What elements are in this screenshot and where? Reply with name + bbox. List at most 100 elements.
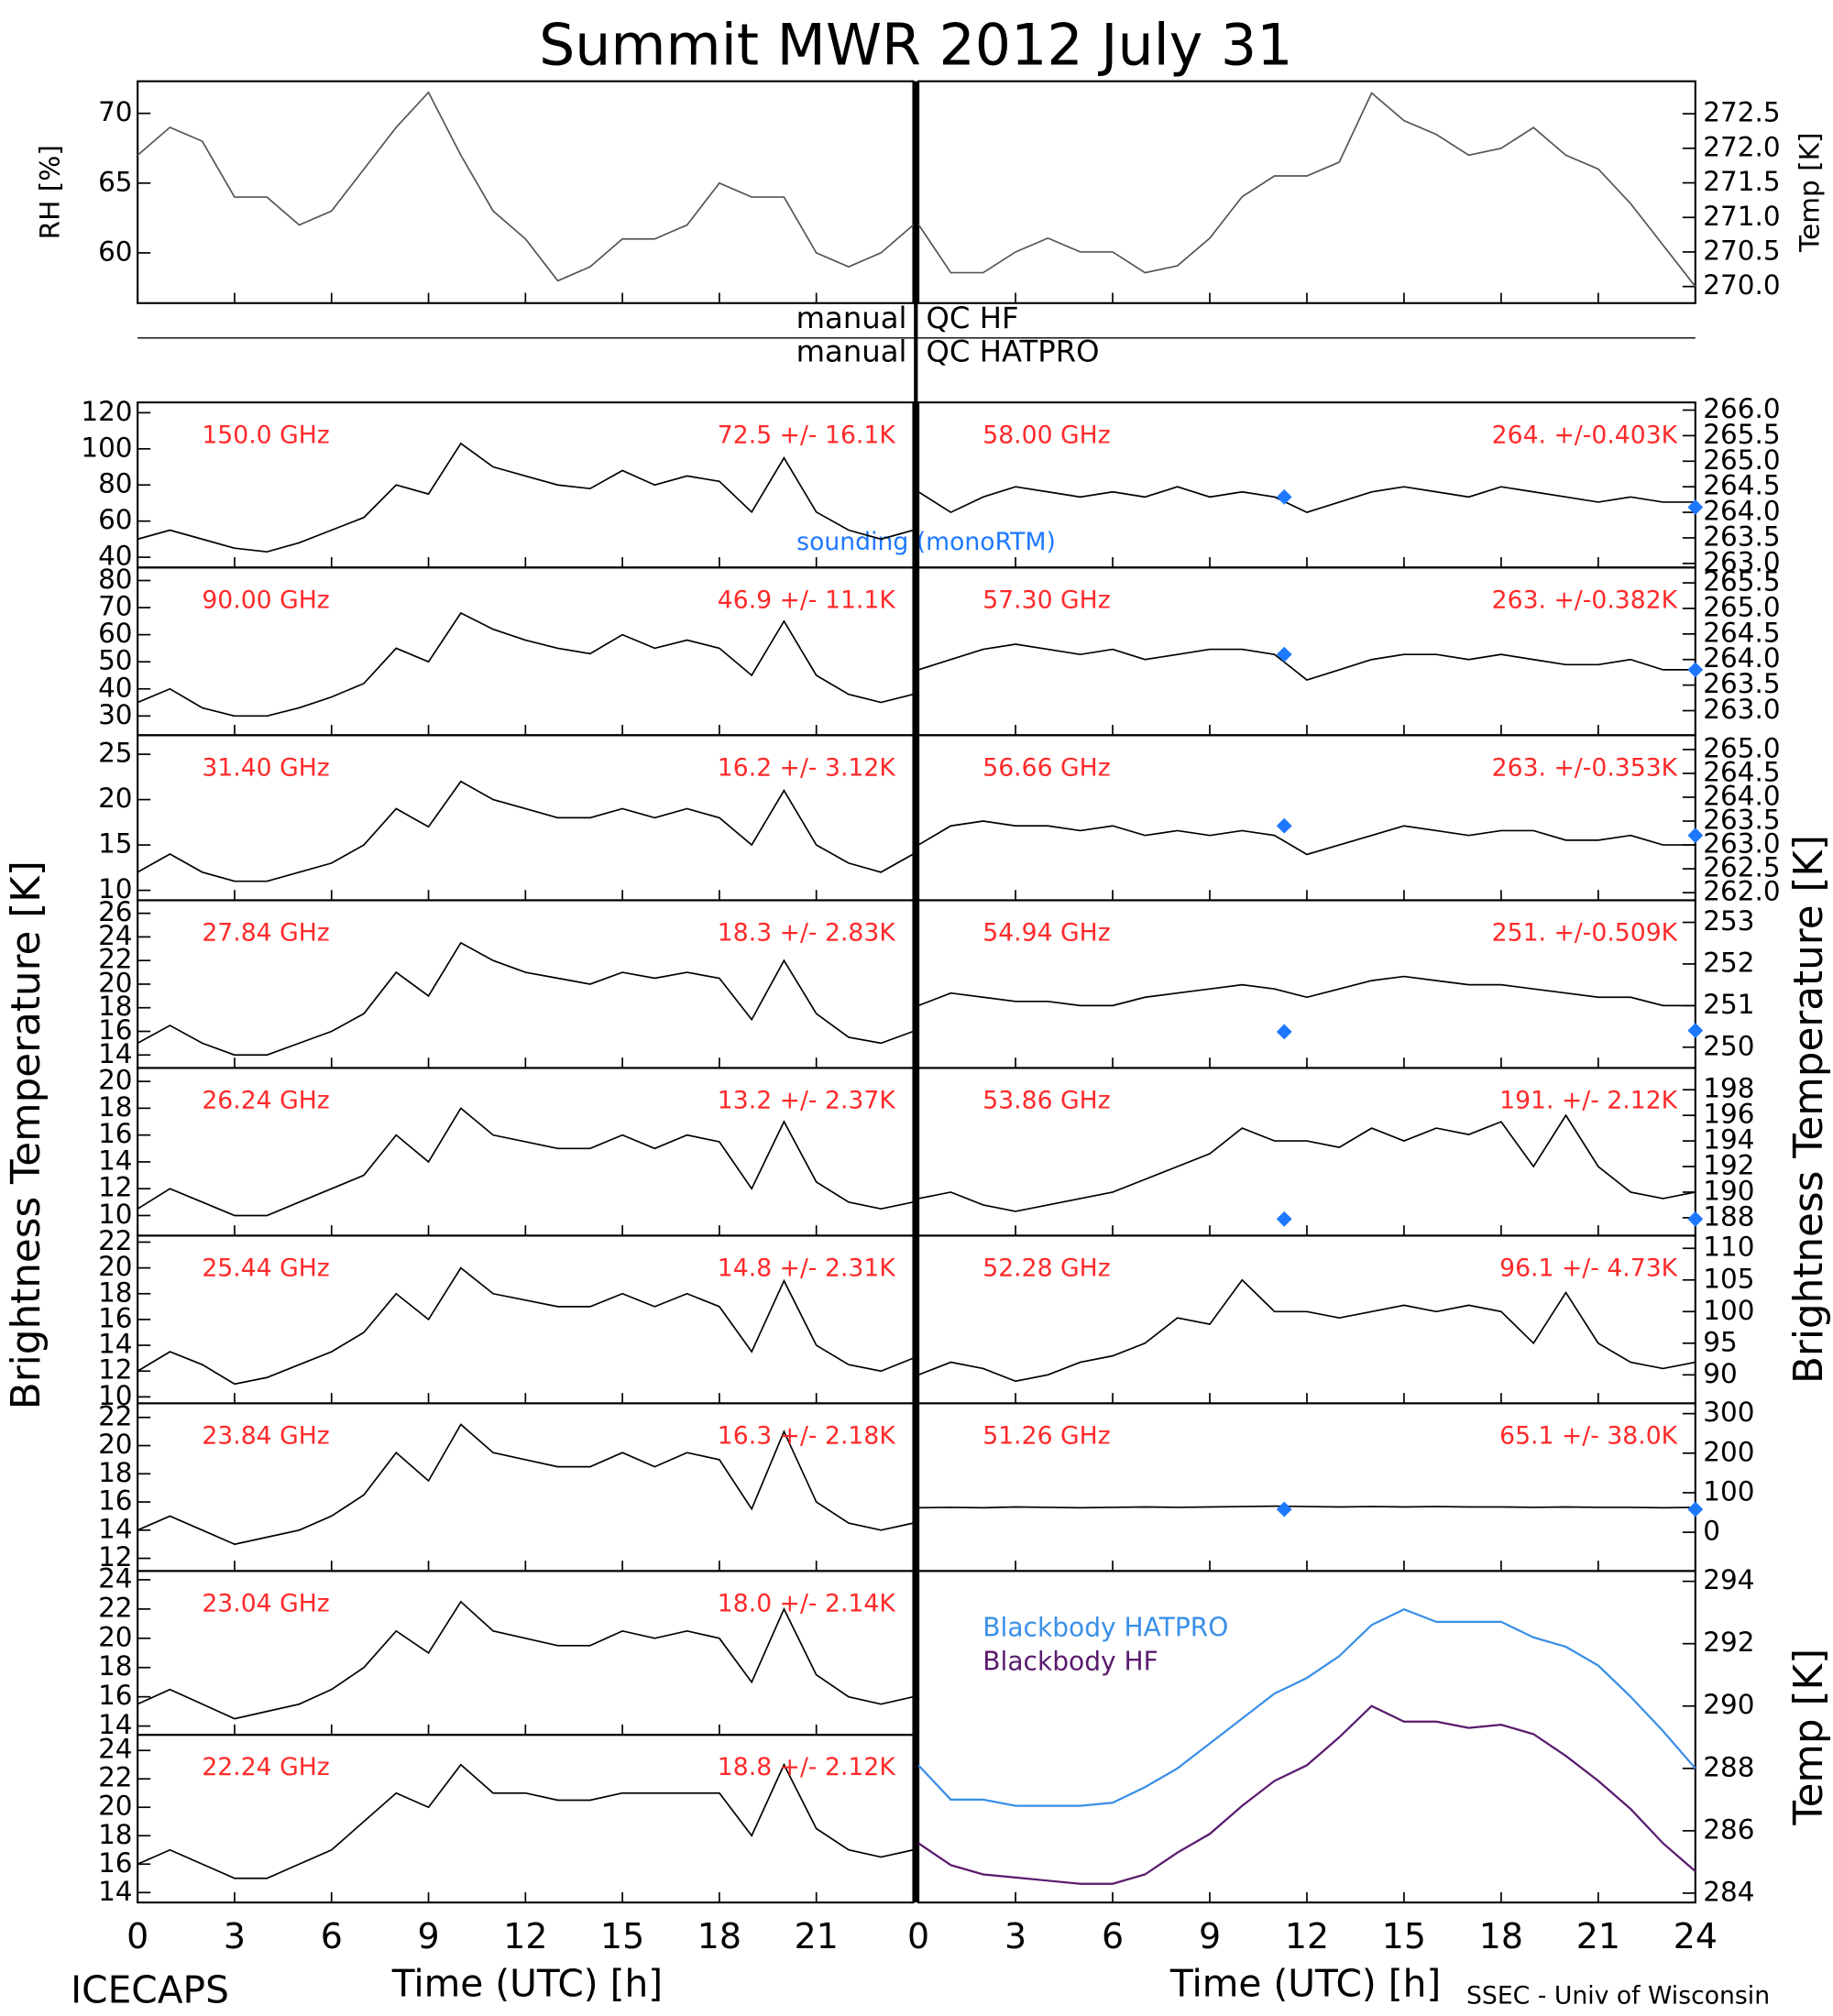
y-tick-label: 284 — [1703, 1876, 1754, 1907]
sounding-point — [1687, 827, 1704, 844]
y-tick-label: 20 — [98, 783, 132, 814]
y-tick-label: 20 — [98, 1065, 132, 1096]
y-tick-label: 20 — [98, 1251, 132, 1282]
y-tick-label: 18 — [98, 1276, 132, 1308]
y-tick-label: 262.5 — [1703, 852, 1780, 883]
sounding-point — [1276, 817, 1292, 834]
stats-label: 13.2 +/- 2.37K — [718, 1087, 897, 1115]
y-tick-label: 110 — [1703, 1232, 1754, 1263]
sounding-point — [1687, 1023, 1704, 1039]
channel-label: 27.84 GHz — [202, 919, 329, 948]
y-tick-label: 290 — [1703, 1689, 1754, 1720]
footer: ICECAPS — [71, 1968, 229, 2012]
channel-label: 52.28 GHz — [982, 1255, 1110, 1283]
data-line — [917, 1704, 1696, 1885]
y-tick-label: 194 — [1703, 1124, 1754, 1156]
stats-label: 46.9 +/- 11.1K — [718, 586, 897, 614]
channel-label: 51.26 GHz — [982, 1421, 1110, 1450]
channel-label: 54.94 GHz — [982, 919, 1110, 948]
y-tick-label: 264.0 — [1703, 780, 1780, 811]
y-tick-label: 16 — [98, 1302, 132, 1333]
y-tick-label: 294 — [1703, 1564, 1754, 1595]
x-tick-label: 3 — [224, 1916, 246, 1956]
y-tick-label: 265.0 — [1703, 591, 1780, 622]
y-tick-label: 263.0 — [1703, 694, 1780, 725]
stats-label: 65.1 +/- 38.0K — [1499, 1421, 1679, 1450]
y-tick-label: 264.5 — [1703, 470, 1780, 501]
y-axis-title: Brightness Temperature [K] — [1786, 835, 1832, 1384]
data-line — [137, 1762, 914, 1879]
channel-label: 56.66 GHz — [982, 753, 1110, 782]
y-tick-label: 270.0 — [1703, 269, 1780, 301]
sounding-point — [1687, 1501, 1704, 1517]
y-tick-label: 264.0 — [1703, 496, 1780, 527]
y-tick-label: 262.0 — [1703, 876, 1780, 907]
x-tick-label: 21 — [1576, 1916, 1620, 1956]
y-tick-label: 12 — [98, 1354, 132, 1386]
y-tick-label: 18 — [98, 1650, 132, 1682]
y-tick-label: 14 — [98, 1513, 132, 1544]
sounding-label: sounding (monoRTM) — [796, 528, 1056, 556]
y-tick-label: 292 — [1703, 1627, 1754, 1658]
y-tick-label: 300 — [1703, 1397, 1754, 1428]
sounding-point — [1276, 1211, 1292, 1227]
channel-label: 23.84 GHz — [202, 1421, 329, 1450]
y-tick-label: 12 — [98, 1172, 132, 1203]
sounding-point — [1687, 662, 1704, 678]
plot-frame — [137, 1734, 915, 1904]
y-tick-label: 16 — [98, 1014, 132, 1046]
y-tick-label: 253 — [1703, 905, 1754, 937]
data-line — [137, 1107, 914, 1217]
sounding-point — [1687, 499, 1704, 515]
y-axis-title: Brightness Temperature [K] — [4, 860, 49, 1409]
y-tick-label: 90 — [1703, 1358, 1737, 1389]
y-tick-label: 25 — [98, 738, 132, 769]
y-tick-label: 60 — [98, 504, 132, 535]
y-tick-label: 26 — [98, 896, 132, 927]
data-line — [917, 820, 1696, 856]
y-tick-label: 200 — [1703, 1436, 1754, 1467]
footer: SSEC - Univ of Wisconsin — [1466, 1981, 1770, 2010]
y-tick-label: 24 — [98, 920, 132, 951]
y-tick-label: 251 — [1703, 989, 1754, 1020]
y-tick-label: 18 — [98, 991, 132, 1022]
y-tick-label: 20 — [98, 967, 132, 998]
x-axis-title: Time (UTC) [h] — [1169, 1962, 1441, 2006]
y-tick-label: 22 — [98, 1592, 132, 1623]
stats-label: 14.8 +/- 2.31K — [718, 1255, 897, 1283]
y-tick-label: 24 — [98, 1734, 132, 1765]
x-tick-label: 3 — [1004, 1916, 1026, 1956]
y-tick-label: 40 — [98, 541, 132, 572]
x-tick-label: 6 — [1102, 1916, 1124, 1956]
y-tick-label: 100 — [1703, 1475, 1754, 1507]
data-line — [917, 486, 1696, 514]
y-tick-label: 272.5 — [1703, 97, 1780, 128]
y-tick-label: 80 — [98, 468, 132, 499]
channel-label: 22.24 GHz — [202, 1753, 329, 1781]
qc-label: QC HATPRO — [927, 334, 1100, 369]
data-line — [918, 1505, 1696, 1509]
sounding-point — [1276, 646, 1292, 663]
channel-label: 25.44 GHz — [202, 1255, 329, 1283]
y-tick-label: 20 — [98, 1429, 132, 1460]
y-tick-label: 95 — [1703, 1326, 1737, 1357]
y-tick-label: 50 — [98, 645, 132, 676]
y-tick-label: 16 — [98, 1485, 132, 1517]
stats-label: 191. +/- 2.12K — [1499, 1087, 1679, 1115]
y-tick-label: 24 — [98, 1562, 132, 1594]
y-tick-label: 265.5 — [1703, 566, 1780, 597]
y-tick-label: 270.5 — [1703, 235, 1780, 266]
y-tick-label: 70 — [98, 591, 132, 622]
y-tick-label: 14 — [98, 1145, 132, 1176]
x-tick-label: 6 — [321, 1916, 343, 1956]
y-tick-label: 288 — [1703, 1751, 1754, 1782]
y-tick-label: 18 — [98, 1819, 132, 1850]
x-tick-label: 18 — [1479, 1916, 1523, 1956]
y-tick-label: 263.5 — [1703, 668, 1780, 699]
y-tick-label: 265.5 — [1703, 419, 1780, 450]
y-tick-label: 263.5 — [1703, 805, 1780, 836]
qc-label: manual — [796, 301, 907, 335]
qc-label: QC HF — [927, 301, 1019, 335]
x-tick-label: 18 — [697, 1916, 741, 1956]
